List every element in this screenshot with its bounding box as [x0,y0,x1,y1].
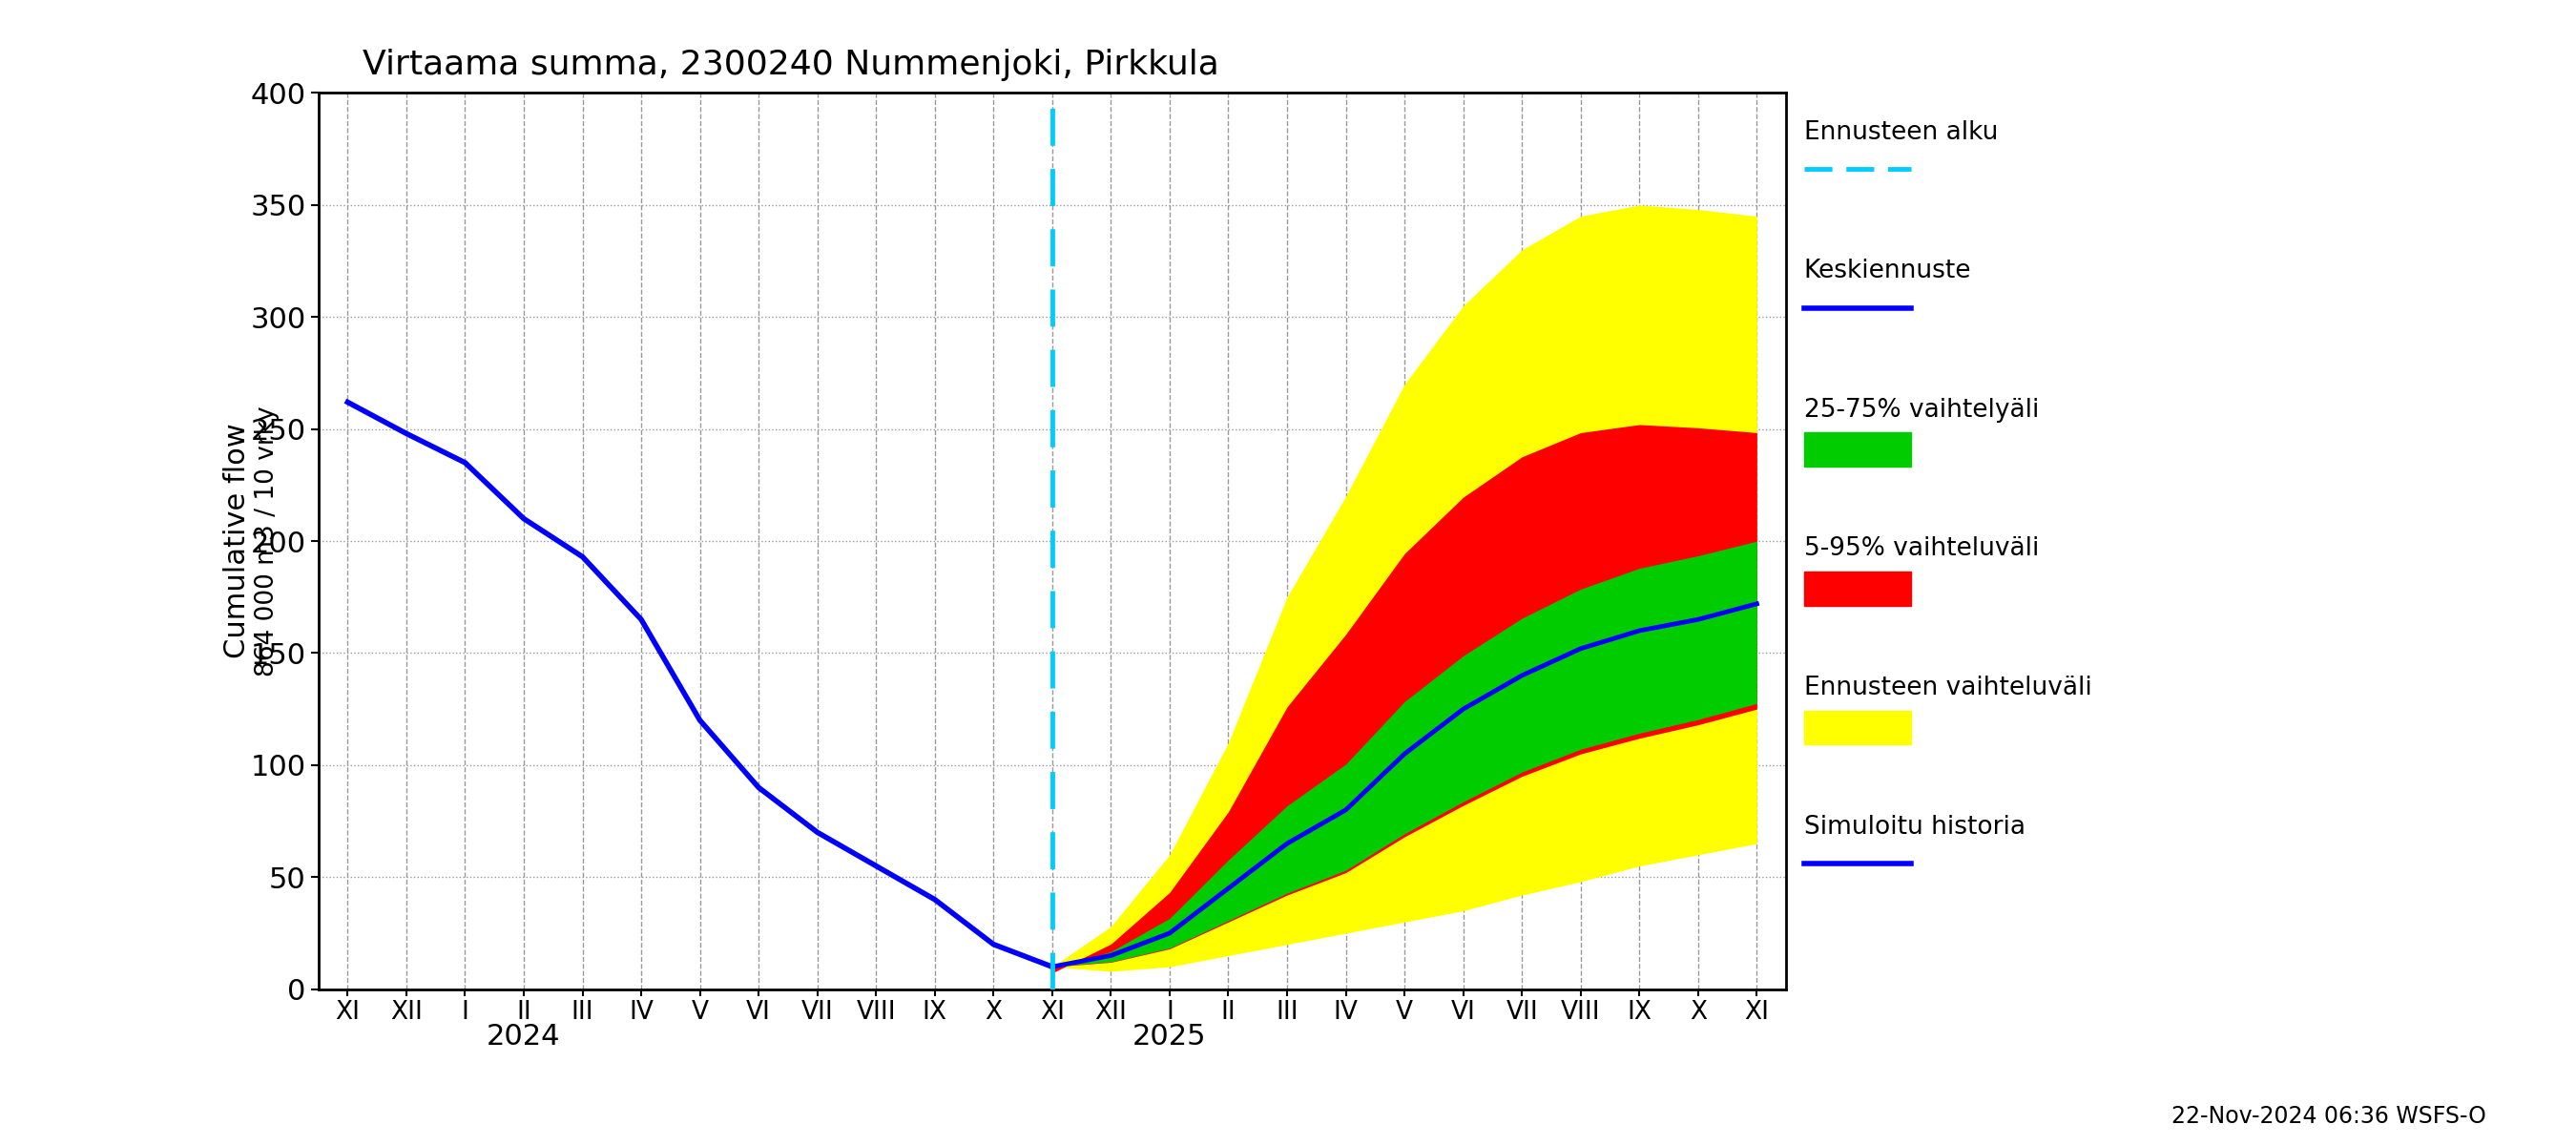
Text: Ennusteen alku: Ennusteen alku [1803,120,1999,144]
Bar [1803,571,1911,606]
Text: 5-95% vaihteluväli: 5-95% vaihteluväli [1803,537,2038,561]
Bar [1803,710,1911,744]
Text: Keskiennuste: Keskiennuste [1803,259,1971,284]
Text: 2025: 2025 [1133,1022,1206,1051]
Text: 22-Nov-2024 06:36 WSFS-O: 22-Nov-2024 06:36 WSFS-O [2172,1105,2486,1128]
Text: Ennusteen vaihteluväli: Ennusteen vaihteluväli [1803,676,2092,701]
Text: Cumulative flow: Cumulative flow [224,424,252,658]
Text: Simuloitu historia: Simuloitu historia [1803,814,2025,839]
Bar [1803,433,1911,467]
Text: Virtaama summa, 2300240 Nummenjoki, Pirkkula: Virtaama summa, 2300240 Nummenjoki, Pirk… [363,48,1218,81]
Text: 25-75% vaihtelуäli: 25-75% vaihtelуäli [1803,397,2038,423]
Text: 864 000 m3 / 10 vrky: 864 000 m3 / 10 vrky [255,405,278,677]
Text: 2024: 2024 [487,1022,562,1051]
